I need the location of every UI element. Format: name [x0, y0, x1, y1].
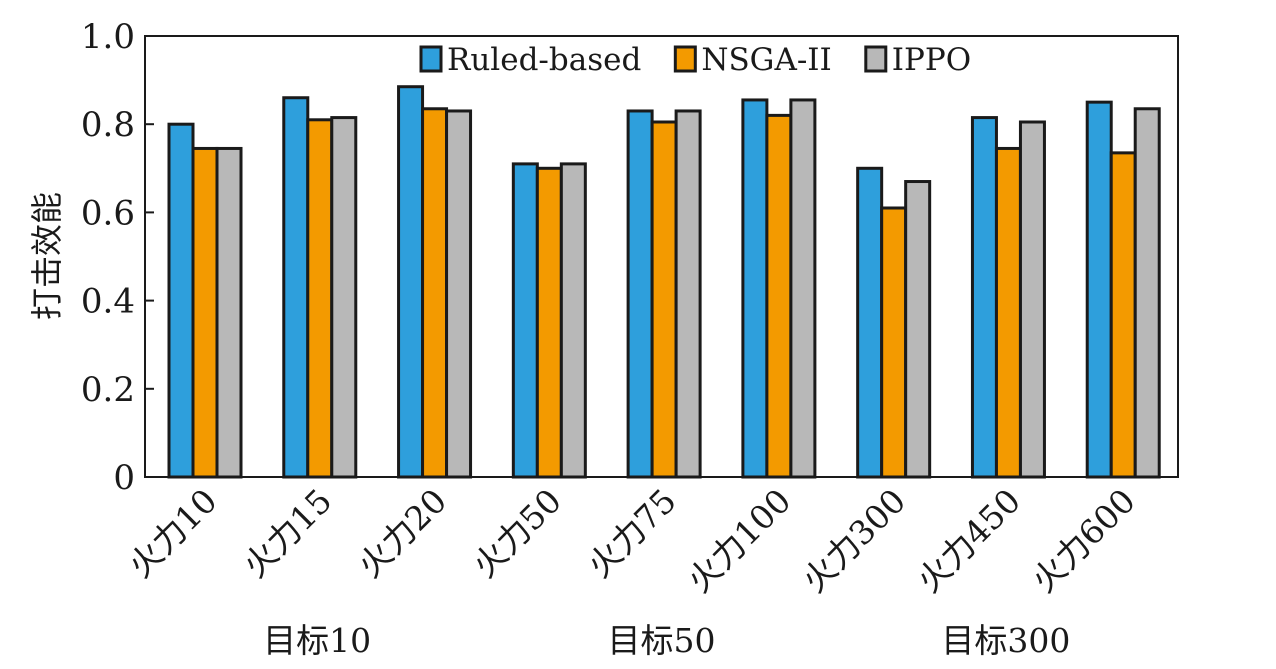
y-tick-label: 0 — [113, 458, 135, 498]
y-tick-label: 0.4 — [81, 282, 135, 322]
x-category-label: 火力15 — [235, 481, 339, 585]
x-category-label: 火力10 — [121, 481, 225, 585]
bar-ippo-8 — [1133, 107, 1161, 479]
bar-ruled-based-4 — [626, 109, 654, 479]
bar-nsga-ii-5 — [765, 113, 793, 479]
bar-nsga-ii-8 — [1109, 151, 1137, 479]
x-category-label: 火力50 — [465, 481, 569, 585]
legend-label: IPPO — [892, 42, 971, 78]
legend: Ruled-based NSGA-II IPPO — [419, 42, 971, 78]
x-category-label: 火力600 — [1024, 481, 1143, 600]
bar-nsga-ii-1 — [306, 118, 334, 479]
group-label: 目标50 — [608, 621, 716, 660]
bar-nsga-ii-3 — [535, 166, 563, 479]
y-axis-title: 打击效能 — [28, 192, 66, 320]
bar-ruled-based-7 — [970, 116, 998, 479]
bar-nsga-ii-0 — [191, 146, 219, 479]
bar-nsga-ii-7 — [994, 146, 1022, 479]
bar-ippo-6 — [904, 180, 932, 479]
y-tick-label: 0.8 — [81, 105, 135, 145]
x-category-label: 火力20 — [350, 481, 454, 585]
bar-nsga-ii-6 — [880, 206, 908, 479]
bar-ippo-2 — [445, 109, 473, 479]
y-tick-layer: 0 0.2 0.4 0.6 0.8 1.0 — [81, 17, 154, 498]
bar-ruled-based-5 — [741, 98, 769, 479]
y-tick-label: 0.2 — [81, 370, 135, 410]
group-label-layer: 目标10 目标50 目标300 — [263, 621, 1070, 660]
bar-ippo-5 — [789, 98, 817, 479]
x-category-label: 火力450 — [909, 481, 1028, 600]
plot-frame — [144, 35, 1179, 478]
legend-swatch — [419, 45, 443, 73]
legend-label: NSGA-II — [701, 42, 831, 78]
bar-ippo-3 — [559, 162, 587, 479]
legend-swatch — [673, 45, 697, 73]
bar-ruled-based-2 — [397, 85, 425, 479]
y-tick-label: 1.0 — [81, 17, 135, 57]
axes-layer — [144, 35, 1179, 478]
bar-nsga-ii-2 — [421, 107, 449, 479]
bar-ippo-0 — [215, 146, 243, 479]
bar-ruled-based-1 — [282, 96, 310, 479]
group-label: 目标300 — [941, 621, 1070, 660]
bar-ruled-based-8 — [1085, 100, 1113, 479]
bar-ippo-4 — [674, 109, 702, 479]
bars-layer — [167, 85, 1161, 479]
x-category-label: 火力300 — [795, 481, 914, 600]
bar-ippo-1 — [330, 116, 358, 479]
y-tick-label: 0.6 — [81, 193, 135, 233]
legend-label: Ruled-based — [447, 42, 641, 78]
bar-ruled-based-6 — [856, 166, 884, 479]
legend-swatch — [864, 45, 888, 73]
group-label: 目标10 — [263, 621, 371, 660]
bar-ruled-based-0 — [167, 122, 195, 479]
x-category-label: 火力75 — [580, 481, 684, 585]
bar-ippo-7 — [1018, 120, 1046, 479]
bar-nsga-ii-4 — [650, 120, 678, 479]
x-category-label: 火力100 — [680, 481, 799, 600]
bar-ruled-based-3 — [511, 162, 539, 479]
